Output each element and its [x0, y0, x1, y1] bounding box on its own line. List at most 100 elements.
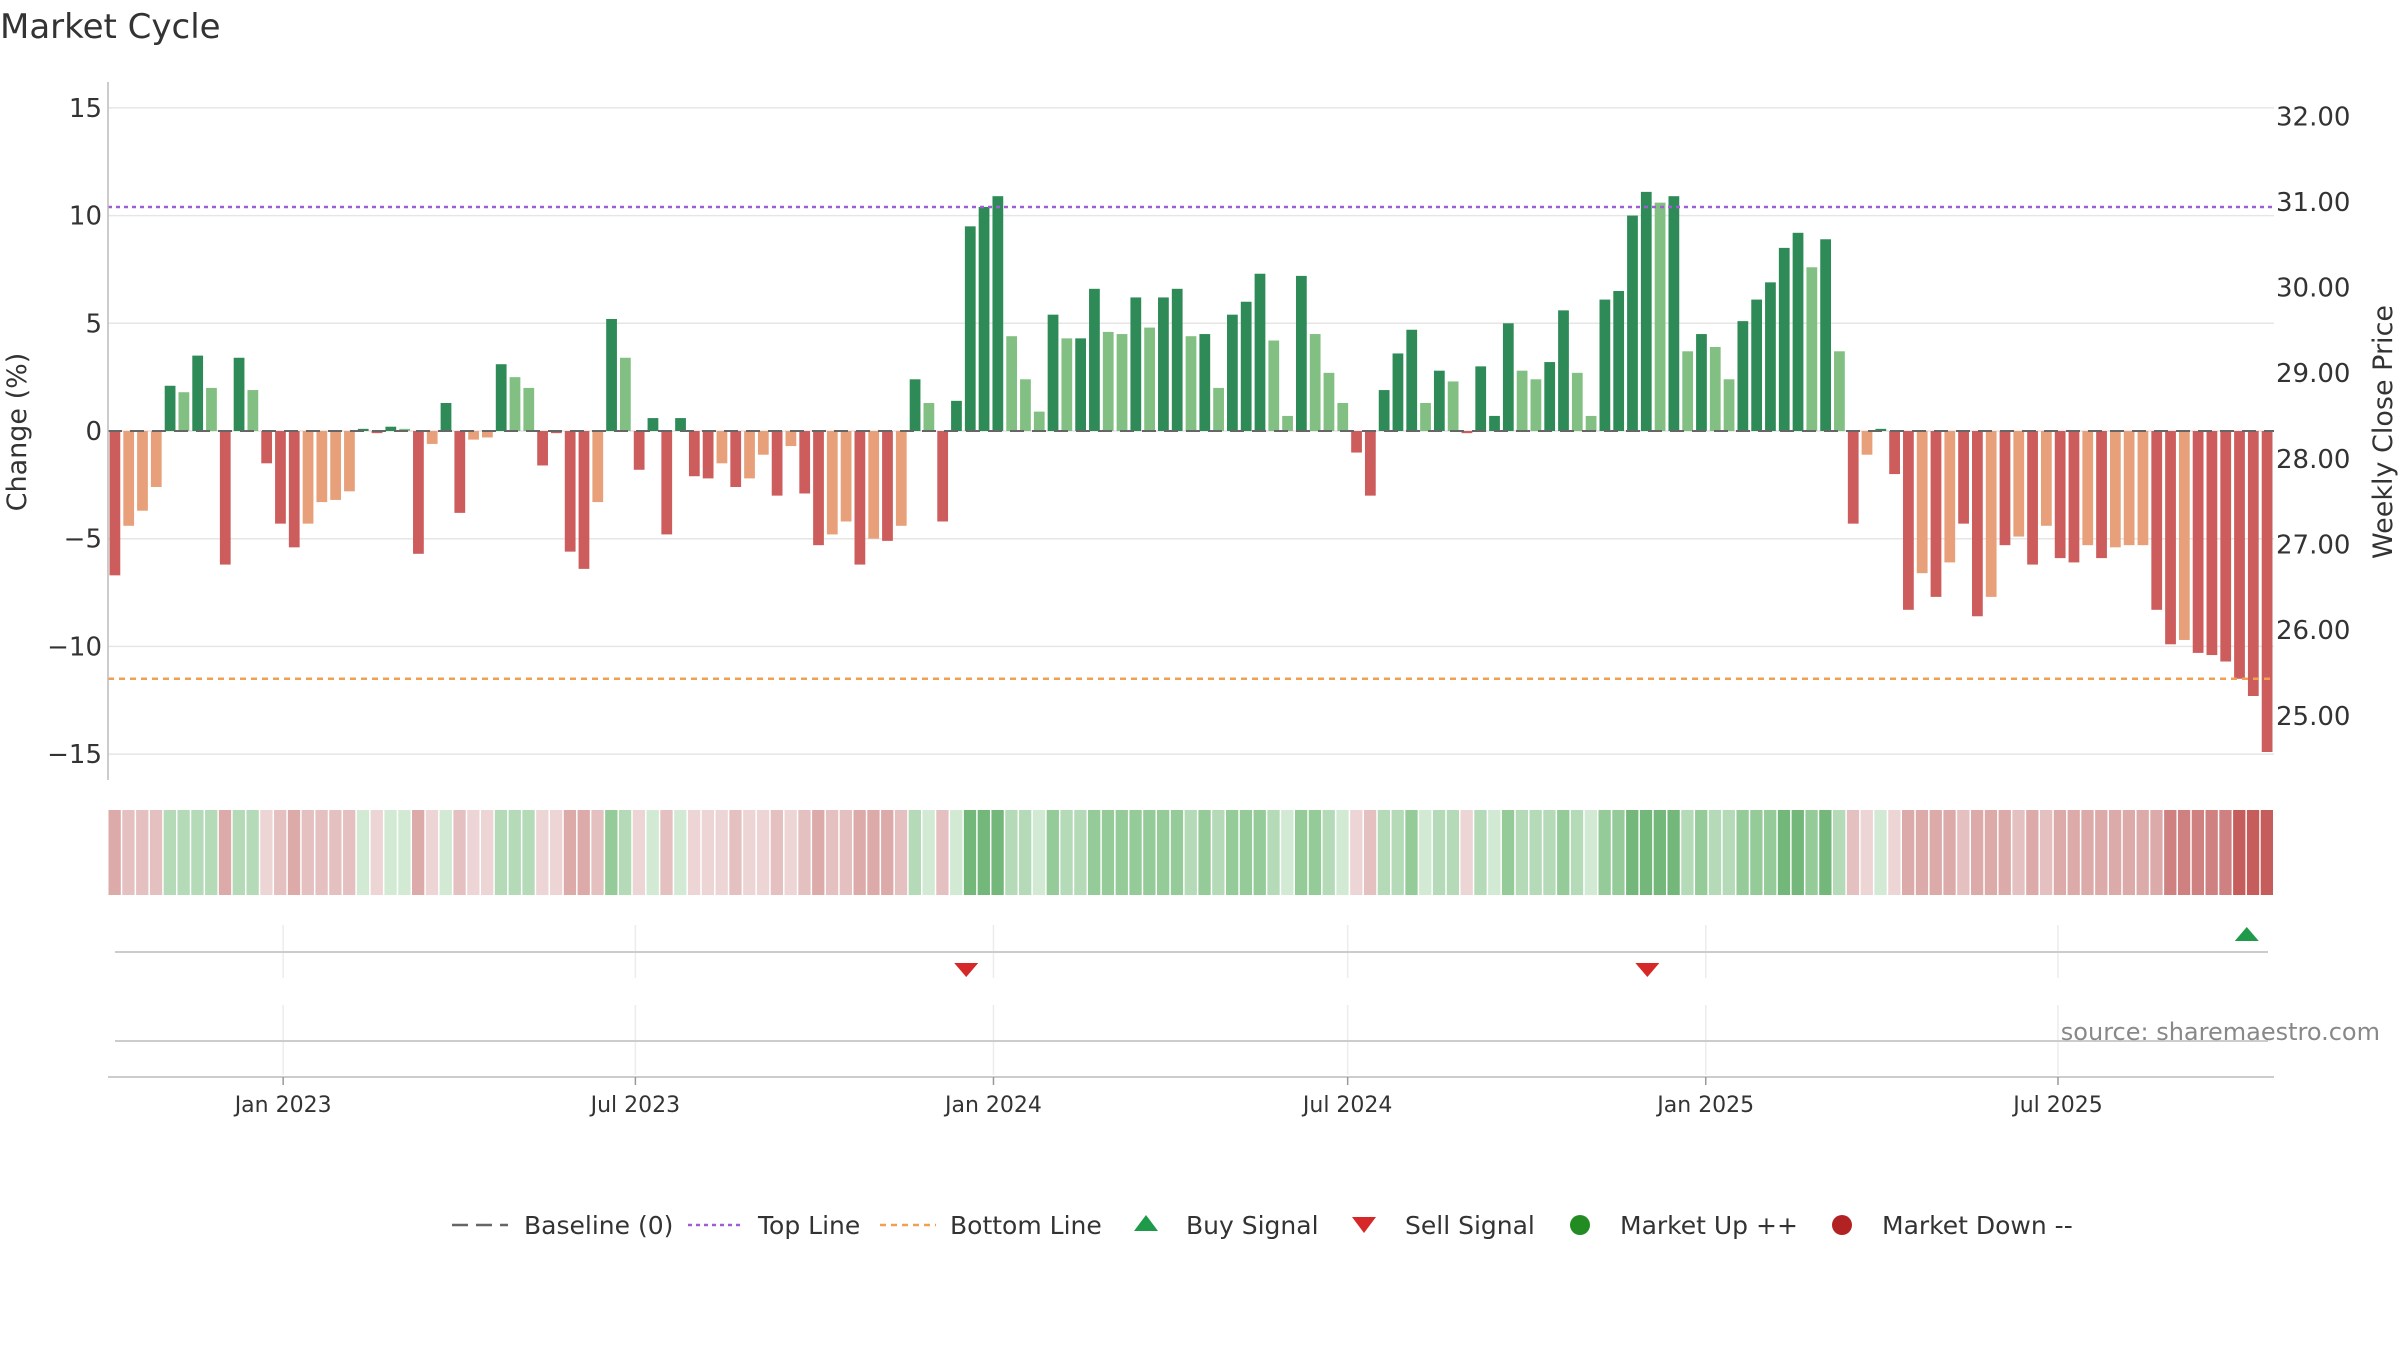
chart-title: Market Cycle: [0, 7, 221, 47]
bar: [2109, 431, 2121, 548]
bar: [1999, 431, 2011, 546]
legend-swatch-buy: [1134, 1215, 1158, 1231]
bar: [661, 431, 673, 535]
bar: [1944, 431, 1956, 563]
strip-cell: [1088, 810, 1101, 895]
bar: [1282, 415, 1293, 431]
y-tick-label: 0: [85, 417, 102, 447]
legend: Baseline (0) Top Line Bottom Line Buy Signa…: [452, 1211, 2073, 1240]
strip-cell: [1681, 810, 1694, 895]
strip-cell: [1874, 810, 1887, 895]
strip-cell: [232, 810, 245, 895]
strip-cell: [549, 810, 563, 895]
strip-cell: [1377, 810, 1391, 895]
strip-cell: [108, 810, 121, 895]
bar: [2137, 431, 2149, 546]
strip-cell: [2260, 810, 2273, 895]
sell-signal-marker: [1635, 963, 1660, 977]
bar: [413, 431, 424, 554]
y-tick-label: 5: [85, 309, 102, 339]
strip-cell: [1019, 810, 1032, 895]
strip-cell: [122, 810, 135, 895]
strip-cell: [1557, 810, 1570, 895]
bar: [1116, 334, 1128, 431]
legend-label: Buy Signal: [1186, 1211, 1319, 1240]
strip-cell: [370, 810, 383, 895]
bar: [1571, 372, 1583, 431]
bar: [1916, 431, 1928, 574]
bar: [523, 387, 535, 431]
bar: [978, 206, 990, 431]
strip-cell: [329, 810, 342, 895]
strip-cell: [1239, 810, 1253, 895]
legend-label: Baseline (0): [524, 1211, 673, 1240]
bar: [868, 431, 880, 539]
buy-signal-marker: [2234, 927, 2259, 941]
strip-cell: [191, 810, 204, 895]
legend-swatch-up: [1570, 1215, 1590, 1235]
y-tick-label: 10: [69, 202, 102, 232]
bar: [1502, 323, 1514, 431]
strip-cell: [384, 810, 397, 895]
strip-cell: [1253, 810, 1266, 895]
bar: [578, 431, 590, 569]
strip-cell: [1764, 810, 1777, 895]
strip-cell: [2164, 810, 2177, 895]
bar: [2068, 431, 2080, 563]
strip-cell: [1902, 810, 1915, 895]
strip-cell: [246, 810, 259, 895]
bar: [150, 431, 162, 488]
bar: [2151, 431, 2163, 610]
bar: [1351, 431, 1362, 453]
strip-cell: [1612, 810, 1625, 895]
bar: [2192, 431, 2204, 653]
strip-cell: [1626, 810, 1639, 895]
bar: [1144, 327, 1155, 431]
strip-cell: [1708, 810, 1722, 895]
strip-cell: [950, 810, 963, 895]
strip-cell: [1984, 810, 1998, 895]
strip-cell: [1060, 810, 1073, 895]
strip-cell: [1032, 810, 1046, 895]
strip-cell: [881, 810, 894, 895]
legend-label: Top Line: [757, 1211, 860, 1240]
bar: [992, 196, 1004, 431]
strip-cell: [260, 810, 273, 895]
strip-cell: [894, 810, 908, 895]
y2-tick-label: 31.00: [2276, 188, 2350, 218]
bar: [178, 392, 190, 431]
strip-cell: [1488, 810, 1501, 895]
bar: [606, 318, 617, 431]
bar: [964, 226, 976, 431]
strip-cell: [2053, 810, 2067, 895]
bar: [537, 431, 548, 466]
bar: [1268, 340, 1280, 431]
strip-cell: [977, 810, 990, 895]
bar: [1047, 314, 1059, 431]
bar: [1682, 351, 1694, 431]
bar: [1530, 379, 1542, 431]
bar: [1585, 415, 1597, 431]
bar: [951, 400, 962, 431]
strip-cell: [660, 810, 673, 895]
bar: [675, 418, 686, 431]
strip-cell: [812, 810, 825, 895]
y2-axis-title: Weekly Close Price: [2368, 305, 2399, 559]
strip-cell: [2150, 810, 2163, 895]
bar: [1406, 329, 1418, 431]
bar: [1364, 431, 1376, 496]
strip-cell: [2246, 810, 2260, 895]
strip-cell: [605, 810, 618, 895]
bar: [192, 355, 204, 431]
bar: [1420, 402, 1431, 431]
x-tick-label: Jan 2025: [1655, 1093, 1754, 1118]
strip-cell: [1101, 810, 1115, 895]
bar: [1751, 299, 1763, 431]
bar: [330, 431, 342, 500]
strip-cell: [1460, 810, 1473, 895]
strip-cell: [218, 810, 232, 895]
bar: [440, 402, 452, 431]
y-tick-label: 15: [69, 94, 102, 124]
bar: [482, 431, 493, 438]
